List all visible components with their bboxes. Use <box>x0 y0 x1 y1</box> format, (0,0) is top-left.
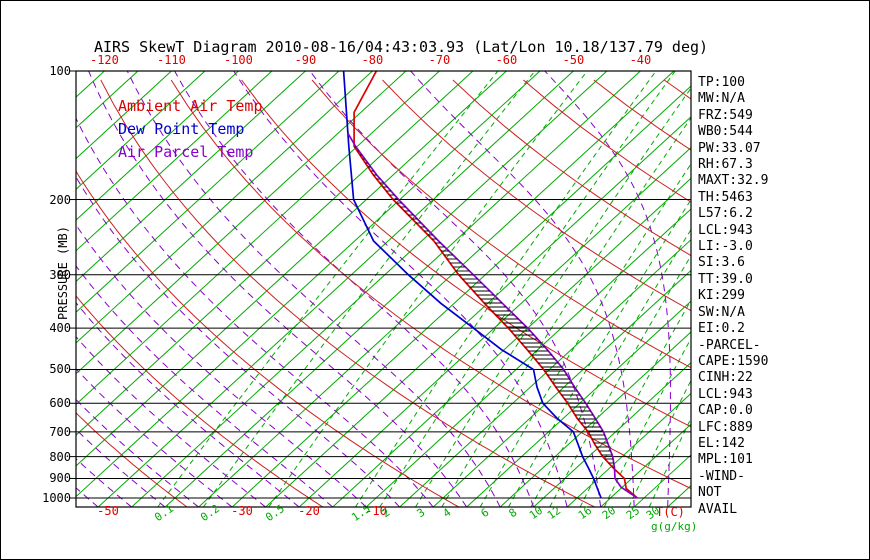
plot-frame <box>75 70 692 508</box>
stat-line: WB0:544 <box>698 124 753 140</box>
stat-line: MAXT:32.9 <box>698 173 769 189</box>
stat-line: EI:0.2 <box>698 321 745 337</box>
stat-line: SW:N/A <box>698 304 745 320</box>
stat-line: AVAIL <box>698 501 738 517</box>
chart-title: AIRS SkewT Diagram 2010-08-16/04:43:03.9… <box>93 38 709 56</box>
stat-line: CAPE:1590 <box>698 353 769 369</box>
stat-line: FRZ:549 <box>698 107 753 123</box>
stat-line: LI:-3.0 <box>698 239 753 255</box>
stat-line: LCL:943 <box>698 222 753 238</box>
stat-line: NOT <box>698 485 722 501</box>
stat-line: TP:100 <box>698 75 745 90</box>
stats-panel: TP:100 MW:N/A FRZ:549 WB0:544 PW:33.07 RH:67.… <box>698 75 768 518</box>
stat-line: TH:5463 <box>698 189 753 205</box>
gridlines <box>76 71 691 507</box>
cape-hatch <box>354 146 615 468</box>
mixing-unit-label: g(g/kg) <box>651 520 698 533</box>
curve-dew-point-temp <box>342 71 602 499</box>
stat-line: EL:142 <box>698 435 745 451</box>
stat-line: -PARCEL- <box>698 337 761 353</box>
stat-line: PW:33.07 <box>698 140 761 156</box>
stat-line: RH:67.3 <box>698 157 753 173</box>
stat-line: MW:N/A <box>698 91 745 107</box>
stat-line: -WIND- <box>698 468 745 484</box>
stat-line: L57:6.2 <box>698 206 753 222</box>
stat-line: KI:299 <box>698 288 745 304</box>
pressure-axis-label: PRESSURE (MB) <box>56 226 70 320</box>
stat-line: LFC:889 <box>698 419 753 435</box>
curve-air-parcel-temp <box>347 132 638 499</box>
temp-unit-label: T(C) <box>656 505 685 519</box>
stat-line: SI:3.6 <box>698 255 745 271</box>
stat-line: CAP:0.0 <box>698 403 753 419</box>
stat-line: TT:39.0 <box>698 271 753 287</box>
stat-line: LCL:943 <box>698 386 753 402</box>
stat-line: CINH:22 <box>698 370 753 386</box>
stat-line: MPL:101 <box>698 452 753 468</box>
curve-ambient-air-temp <box>353 71 638 499</box>
